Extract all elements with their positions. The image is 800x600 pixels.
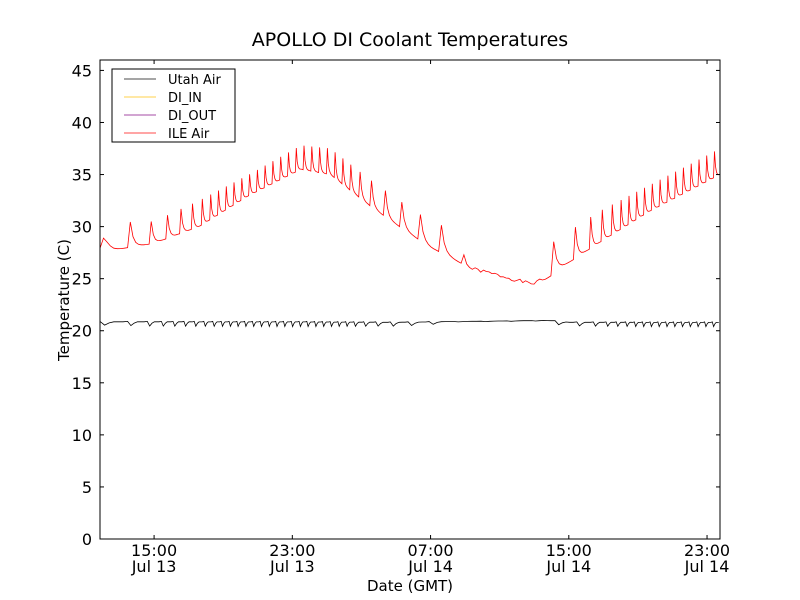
x-tick-label-time: 23:00 bbox=[269, 541, 315, 560]
legend-label: DI_OUT bbox=[168, 109, 216, 124]
y-tick-label: 0 bbox=[82, 530, 92, 549]
x-tick-label-time: 15:00 bbox=[131, 541, 177, 560]
x-axis-label: Date (GMT) bbox=[367, 577, 453, 595]
y-tick-label: 45 bbox=[72, 61, 92, 80]
y-tick-label: 25 bbox=[72, 270, 92, 289]
y-tick-label: 20 bbox=[72, 322, 92, 341]
axes-frame bbox=[99, 59, 721, 540]
y-tick-label: 35 bbox=[72, 166, 92, 185]
x-tick-label-date: Jul 13 bbox=[131, 557, 177, 576]
y-axis-label: Temperature (C) bbox=[55, 239, 73, 362]
y-tick-label: 5 bbox=[82, 478, 92, 497]
chart-title: APOLLO DI Coolant Temperatures bbox=[252, 29, 568, 51]
legend-label: Utah Air bbox=[168, 73, 221, 88]
x-tick-label-date: Jul 14 bbox=[684, 557, 730, 576]
x-tick-label-date: Jul 13 bbox=[269, 557, 315, 576]
x-tick-label-time: 15:00 bbox=[546, 541, 592, 560]
y-axis-ticks: 0 5 10 15 20 25 30 35 40 45 bbox=[72, 61, 720, 549]
series-line-utah-air bbox=[100, 320, 719, 328]
legend-box bbox=[111, 68, 236, 143]
x-tick-label-date: Jul 14 bbox=[545, 557, 591, 576]
y-tick-label: 30 bbox=[72, 218, 92, 237]
series-line-ile-air bbox=[100, 145, 720, 285]
legend: Utah Air DI_IN DI_OUT ILE Air bbox=[111, 68, 236, 143]
legend-label: ILE Air bbox=[168, 127, 210, 142]
legend-label: DI_IN bbox=[168, 91, 202, 106]
x-tick-label-date: Jul 14 bbox=[407, 557, 453, 576]
y-tick-label: 40 bbox=[72, 113, 92, 132]
y-tick-label: 10 bbox=[72, 426, 92, 445]
y-tick-label: 15 bbox=[72, 374, 92, 393]
x-tick-label-time: 23:00 bbox=[684, 541, 730, 560]
plot-lines bbox=[100, 145, 720, 328]
x-tick-label-time: 07:00 bbox=[408, 541, 454, 560]
